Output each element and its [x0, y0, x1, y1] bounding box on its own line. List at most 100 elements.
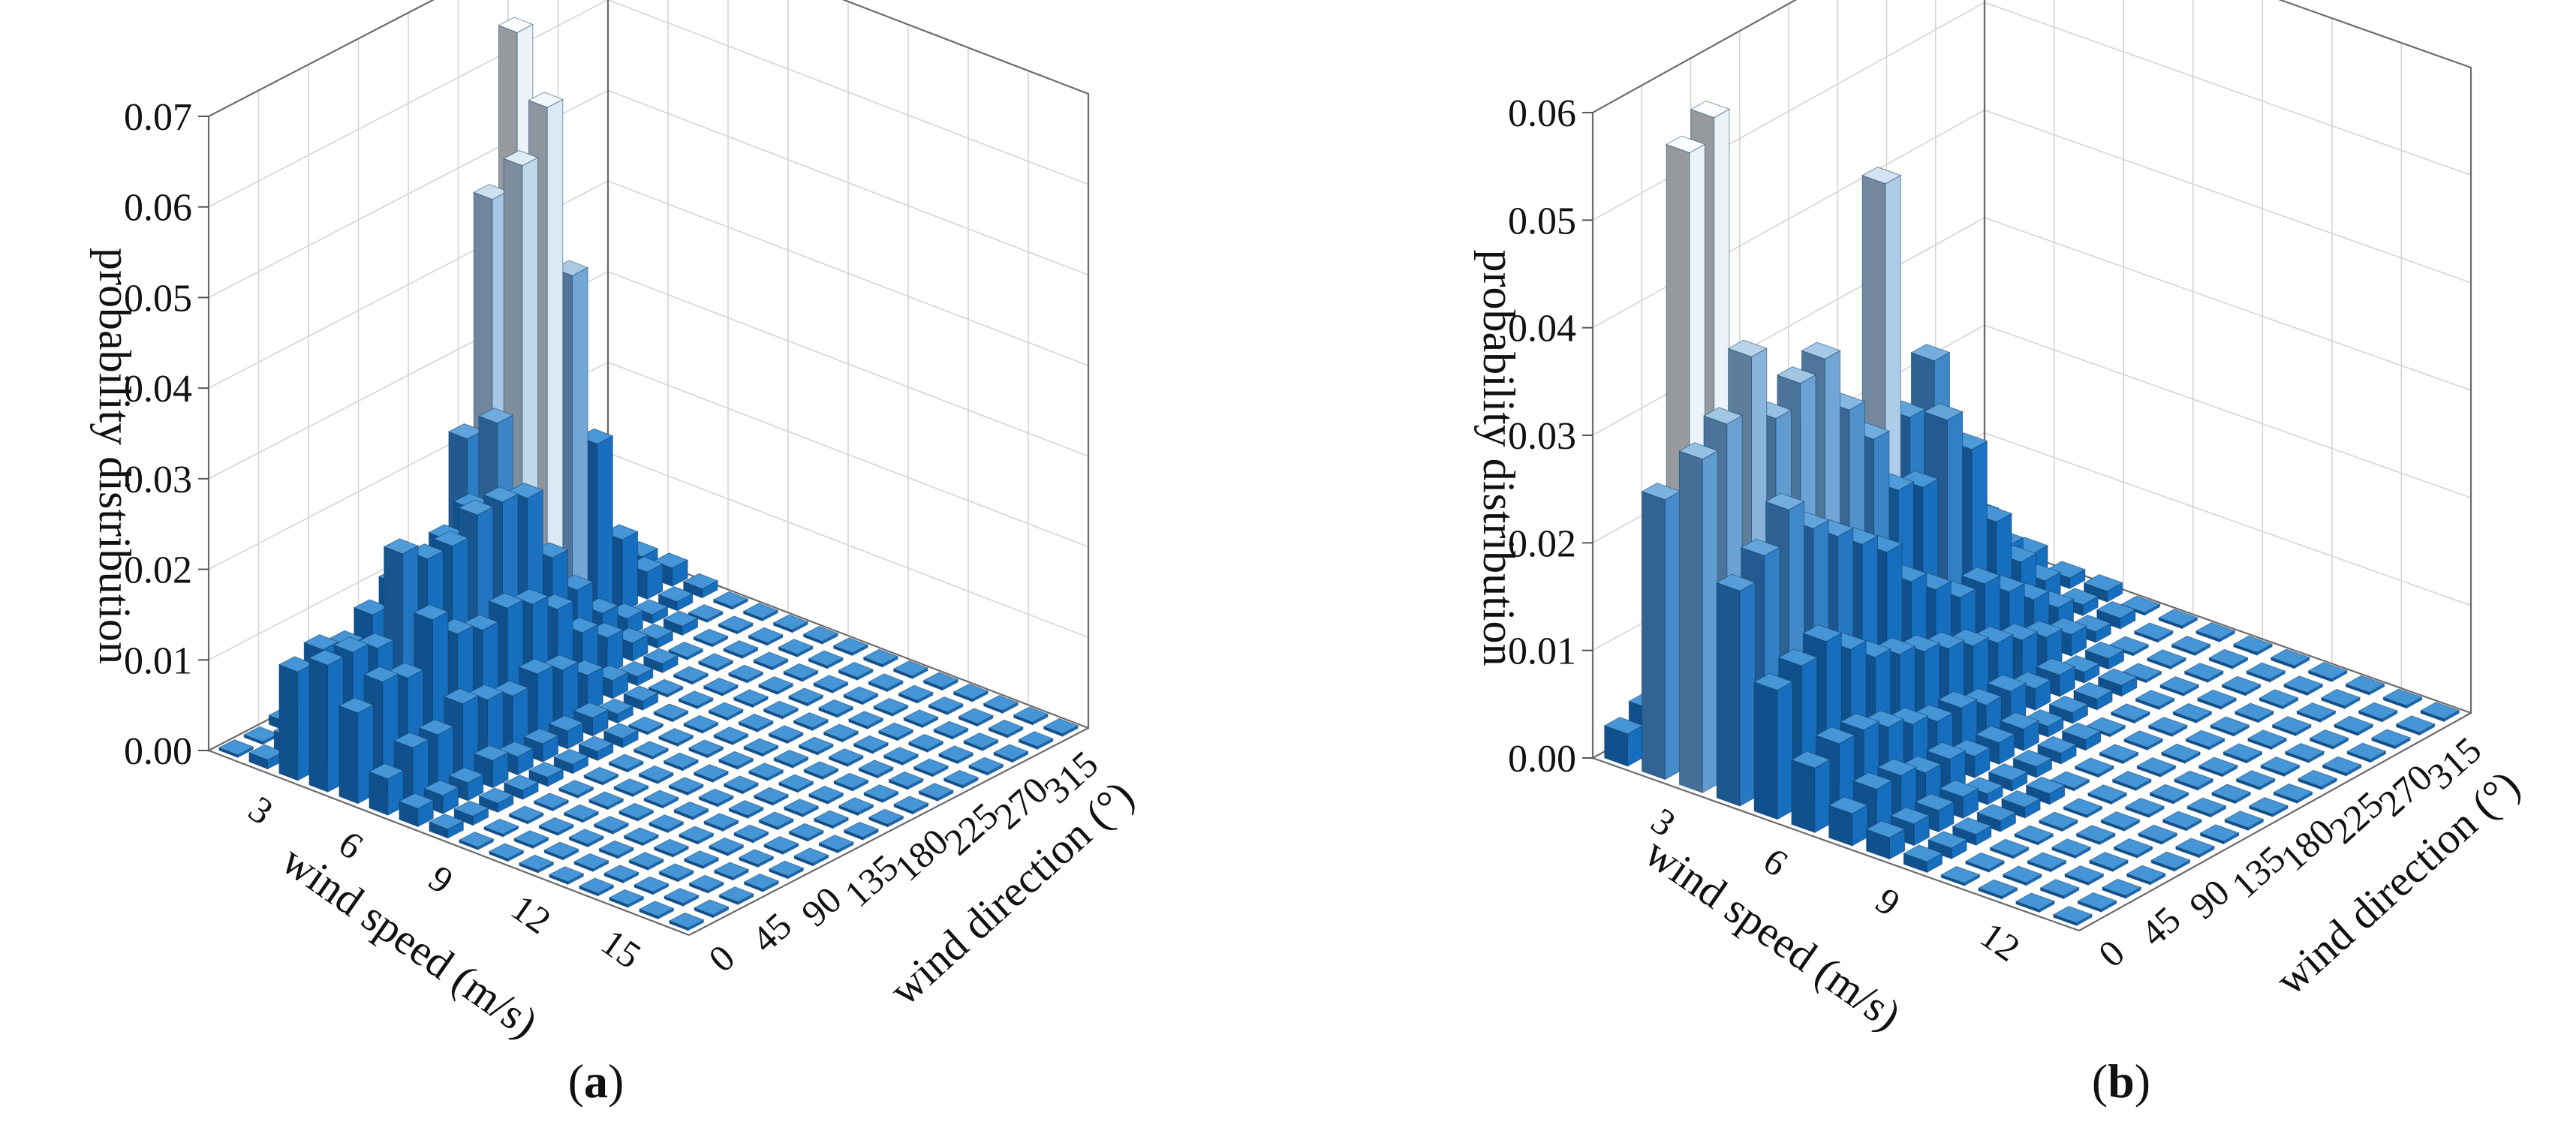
- bar-face: [1923, 402, 1964, 421]
- bar-face: [838, 661, 874, 678]
- bar-face: [603, 865, 639, 881]
- bar-face: [892, 796, 929, 812]
- bar-face: [2110, 703, 2151, 721]
- bar-face: [2346, 742, 2387, 760]
- bar: [772, 749, 809, 769]
- bar-face: [742, 738, 779, 754]
- bar: [842, 686, 879, 705]
- bar: [368, 763, 405, 816]
- bar: [2063, 798, 2103, 819]
- bar: [1999, 711, 2040, 752]
- bar: [838, 661, 874, 681]
- bar-face: [552, 748, 589, 766]
- bar: [1715, 573, 1756, 807]
- bar: [733, 689, 769, 708]
- speed-tick-label: 9: [1868, 879, 1908, 924]
- bar-face: [727, 664, 764, 681]
- speed-tick-label: 3: [241, 787, 281, 832]
- bar: [862, 784, 899, 804]
- bar-face: [1952, 817, 1993, 835]
- bar-face: [673, 801, 709, 818]
- bar-face: [783, 799, 820, 815]
- bar-face: [722, 640, 759, 657]
- bar: [563, 804, 600, 823]
- speed-tick-label: 12: [1973, 913, 2027, 970]
- bar-face: [1715, 573, 1756, 591]
- bar: [2150, 851, 2191, 872]
- bar: [778, 774, 814, 793]
- bar-face: [2126, 865, 2167, 883]
- bar: [902, 709, 939, 729]
- bar-face: [2284, 742, 2325, 761]
- bar-face: [2096, 600, 2137, 619]
- bar: [2113, 838, 2153, 859]
- bar-face: [2052, 905, 2093, 924]
- bar: [513, 830, 549, 850]
- bar: [2382, 688, 2423, 709]
- bar-face: [693, 899, 730, 916]
- bar: [538, 817, 575, 836]
- bar: [708, 837, 745, 856]
- bar-face: [808, 785, 844, 802]
- bar-face: [2296, 702, 2337, 720]
- wall-frame: [1983, 0, 2472, 714]
- direction-tick-label: 0: [700, 937, 742, 980]
- bar-face: [473, 744, 510, 762]
- bar-face: [2124, 797, 2165, 816]
- bar-face: [1964, 852, 2006, 871]
- bar-face: [718, 886, 755, 903]
- bar: [2147, 716, 2189, 738]
- bar-face: [1043, 717, 1079, 735]
- bar-face: [813, 810, 850, 826]
- bar-face: [2382, 688, 2423, 706]
- bar-face: [598, 840, 635, 856]
- bar: [1988, 763, 2029, 792]
- bar-face: [2259, 757, 2301, 775]
- bar: [2333, 715, 2374, 736]
- bar: [2221, 675, 2262, 696]
- bar-face: [712, 726, 749, 743]
- z-tick-label: 0.03: [124, 459, 192, 501]
- bar-face: [2171, 636, 2211, 654]
- bar-face: [1839, 713, 1880, 731]
- bar: [458, 832, 495, 851]
- bar: [697, 653, 734, 672]
- direction-tick-label: 45: [743, 904, 799, 961]
- bar: [548, 866, 585, 886]
- bar-face: [578, 877, 615, 894]
- bar-face: [712, 591, 749, 608]
- bar-face: [582, 766, 619, 784]
- bar-face: [842, 686, 879, 702]
- bar: [632, 599, 669, 624]
- bar-face: [943, 769, 980, 787]
- bar-face: [2333, 715, 2374, 733]
- bar-face: [1664, 490, 1681, 781]
- bar: [1013, 706, 1049, 726]
- bar: [713, 862, 750, 881]
- bar-face: [308, 657, 329, 793]
- bar-face: [2195, 621, 2236, 640]
- bar-face: [1961, 567, 2001, 585]
- bar-face: [2036, 735, 2078, 754]
- bar: [2185, 729, 2225, 750]
- bar-face: [2150, 851, 2191, 869]
- z-tick-label: 0.02: [124, 549, 192, 592]
- bar-face: [603, 723, 639, 739]
- bar-face: [913, 758, 949, 775]
- bar: [718, 750, 754, 770]
- bar: [2137, 824, 2178, 845]
- bar-face: [622, 685, 659, 702]
- bar-face: [2248, 796, 2289, 815]
- bar-face: [518, 658, 555, 675]
- bar: [768, 725, 805, 744]
- bar-face: [443, 687, 480, 705]
- bar-face: [1740, 538, 1781, 557]
- bar: [308, 649, 345, 793]
- bar-face: [593, 816, 630, 832]
- bar-face: [628, 852, 665, 868]
- bar-face: [668, 777, 705, 793]
- bar: [718, 615, 754, 635]
- bar-face: [528, 92, 564, 108]
- bar-face: [748, 763, 784, 779]
- bar: [1865, 820, 1906, 860]
